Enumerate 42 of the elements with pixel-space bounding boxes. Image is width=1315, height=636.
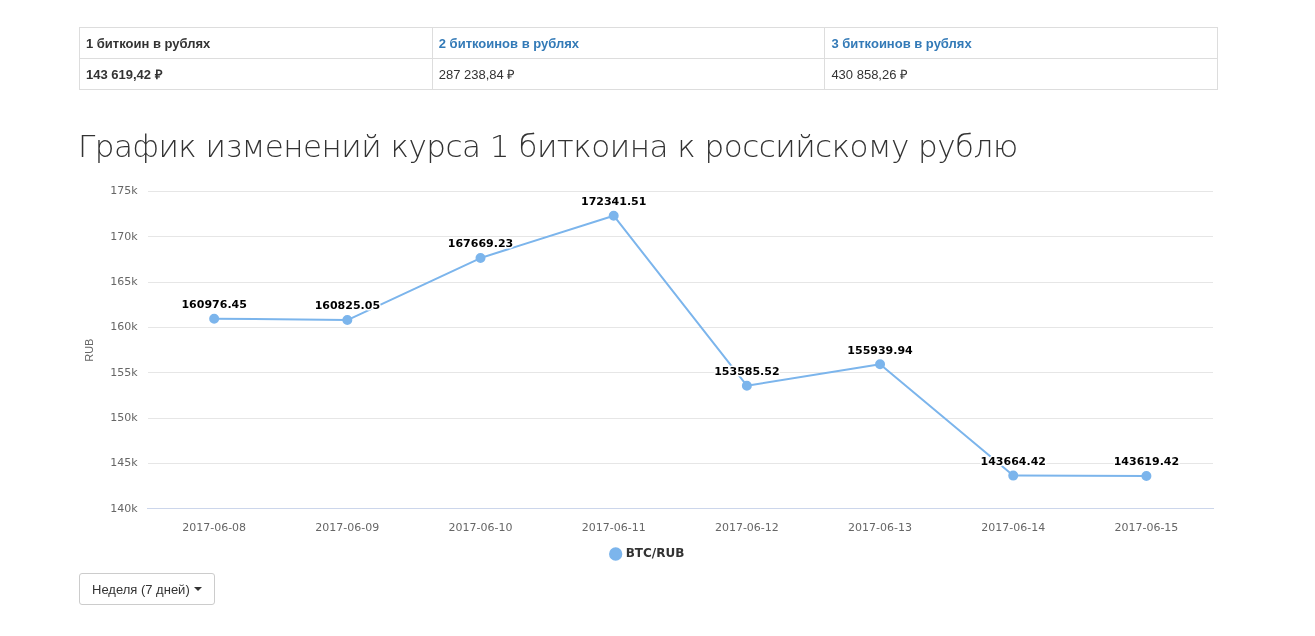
- dropdown-button: Неделя (7 дней): [79, 573, 215, 605]
- point: [342, 315, 353, 326]
- text: 2 биткоинов в рублях: [432, 27, 825, 59]
- point: [741, 380, 752, 391]
- text: 430 858,26 ₽: [824, 58, 1218, 90]
- x-tick-label: 2017-06-15: [1114, 521, 1179, 535]
- data-label: 160825.05: [314, 299, 381, 313]
- legend-label: BTC/RUB: [625, 546, 685, 561]
- text: 1 биткоин в рублях: [79, 27, 433, 59]
- x-tick-label: 2017-06-09: [315, 521, 380, 535]
- point: [608, 210, 619, 221]
- y-tick-label: 175k: [110, 184, 139, 198]
- data-label: 155939.94: [847, 343, 914, 357]
- point: [475, 253, 486, 264]
- y-axis-title: RUB: [82, 338, 95, 362]
- data-label: 160976.45: [181, 298, 247, 312]
- x-tick-label: 2017-06-13: [848, 521, 913, 535]
- x-tick-label: 2017-06-11: [581, 521, 646, 535]
- point: [875, 359, 886, 370]
- data-label: 143619.42: [1113, 455, 1180, 469]
- data-label: 153585.52: [714, 365, 780, 379]
- x-tick-label: 2017-06-12: [714, 521, 779, 535]
- data-label: 167669.23: [447, 237, 514, 251]
- point: [209, 313, 220, 324]
- y-tick-label: 165k: [110, 275, 139, 289]
- data-label: 143664.42: [980, 454, 1046, 468]
- y-tick-label: 150k: [110, 411, 139, 425]
- y-tick-label: 140k: [110, 501, 139, 515]
- y-tick-label: 145k: [110, 456, 139, 470]
- text: 143 619,42 ₽: [79, 58, 433, 90]
- x-tick-label: 2017-06-14: [981, 521, 1046, 535]
- chart-title: График изменений курса 1 биткоина к российскому рублю: [78, 128, 1018, 164]
- y-tick-label: 170k: [110, 229, 139, 243]
- point: [1008, 470, 1019, 481]
- data-label: 172341.51: [580, 195, 647, 209]
- x-tick-label: 2017-06-08: [182, 521, 247, 535]
- point: [1141, 471, 1152, 481]
- y-tick-label: 160k: [110, 320, 139, 334]
- x-tick-label: 2017-06-10: [448, 521, 513, 535]
- y-tick-label: 155k: [110, 365, 139, 379]
- text: 3 биткоинов в рублях: [824, 27, 1218, 59]
- text: 287 238,84 ₽: [432, 58, 825, 90]
